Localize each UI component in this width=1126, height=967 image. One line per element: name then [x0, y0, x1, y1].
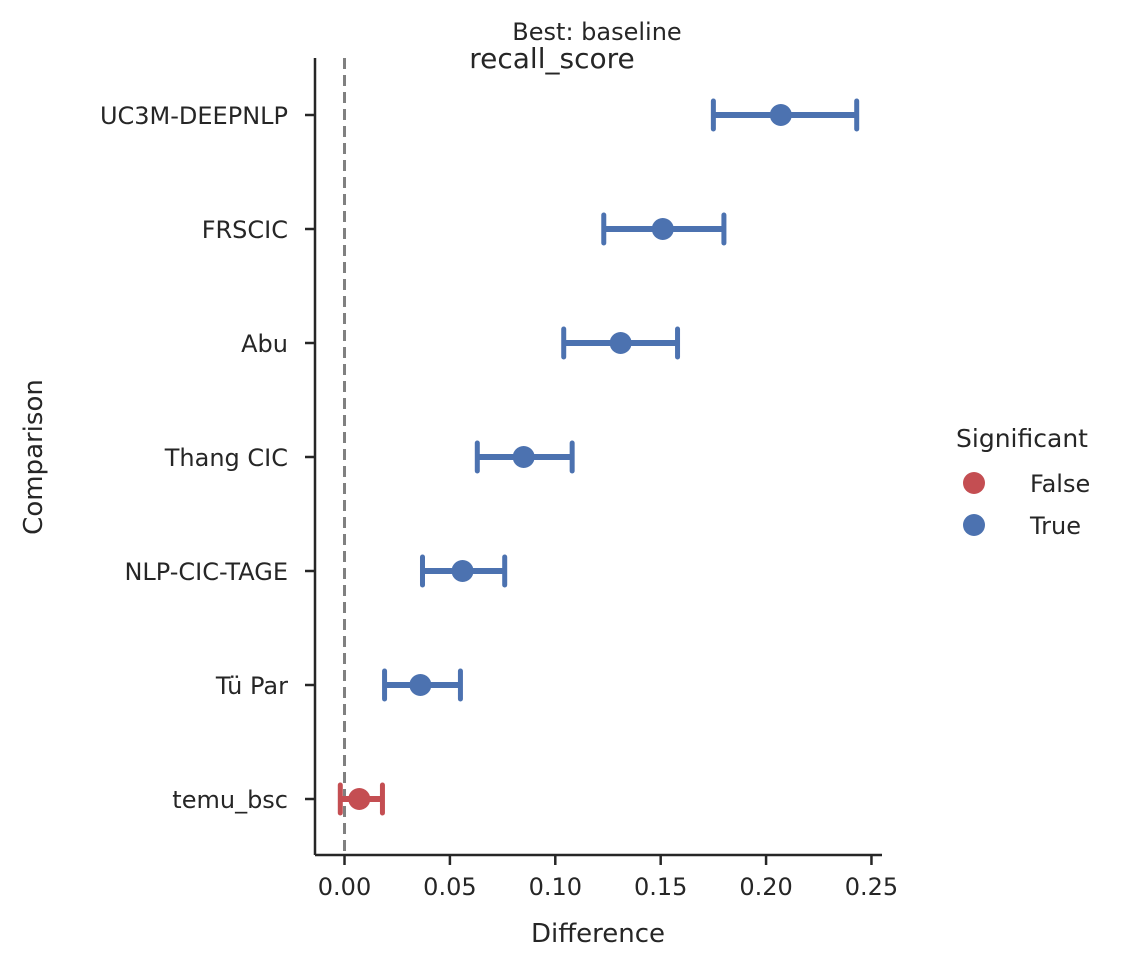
data-point-group — [561, 326, 681, 360]
data-point — [348, 788, 371, 810]
legend-entry: True — [963, 512, 1081, 540]
x-tick-label: 0.10 — [529, 873, 582, 901]
legend-label: True — [1029, 512, 1081, 540]
x-tick-label: 0.00 — [318, 873, 371, 901]
x-tick-label: 0.15 — [634, 873, 687, 901]
y-tick-label: NLP-CIC-TAGE — [124, 558, 288, 586]
y-tick-label: Thang CIC — [164, 444, 288, 472]
data-point — [651, 218, 674, 240]
x-tick-label: 0.05 — [423, 873, 476, 901]
legend-entry: False — [963, 470, 1090, 498]
data-point-group — [419, 554, 508, 588]
data-point — [769, 104, 792, 126]
chart-subtitle: Best: baseline — [512, 18, 681, 46]
x-tick-label: 0.25 — [845, 873, 898, 901]
axes: 0.00 0.05 0.10 0.15 0.20 0.25 UC3M-DEEPNLP FRSC… — [100, 58, 898, 901]
x-tick-label: 0.20 — [739, 873, 792, 901]
data-point-group — [337, 782, 385, 816]
y-tick-label: UC3M-DEEPNLP — [100, 102, 288, 130]
legend-marker — [963, 472, 985, 494]
legend-label: False — [1030, 470, 1090, 498]
legend-title: Significant — [956, 424, 1088, 453]
data-point-group — [382, 668, 463, 702]
data-point — [451, 560, 474, 582]
data-point — [512, 446, 535, 468]
legend: Significant False True — [956, 424, 1090, 540]
legend-marker — [963, 514, 985, 536]
y-tick-label: Tü Par — [215, 672, 288, 700]
data-marks — [337, 98, 860, 816]
y-tick-label: temu_bsc — [172, 786, 288, 814]
chart-title: recall_score — [469, 42, 634, 75]
y-tick-label: Abu — [241, 330, 288, 358]
data-point-group — [601, 212, 727, 246]
y-tick-label: FRSCIC — [202, 216, 288, 244]
y-axis-label: Comparison — [19, 379, 49, 535]
data-point-group — [710, 98, 860, 132]
data-point — [409, 674, 432, 696]
data-point-group — [474, 440, 575, 474]
x-axis-label: Difference — [531, 919, 665, 949]
data-point — [609, 332, 632, 354]
